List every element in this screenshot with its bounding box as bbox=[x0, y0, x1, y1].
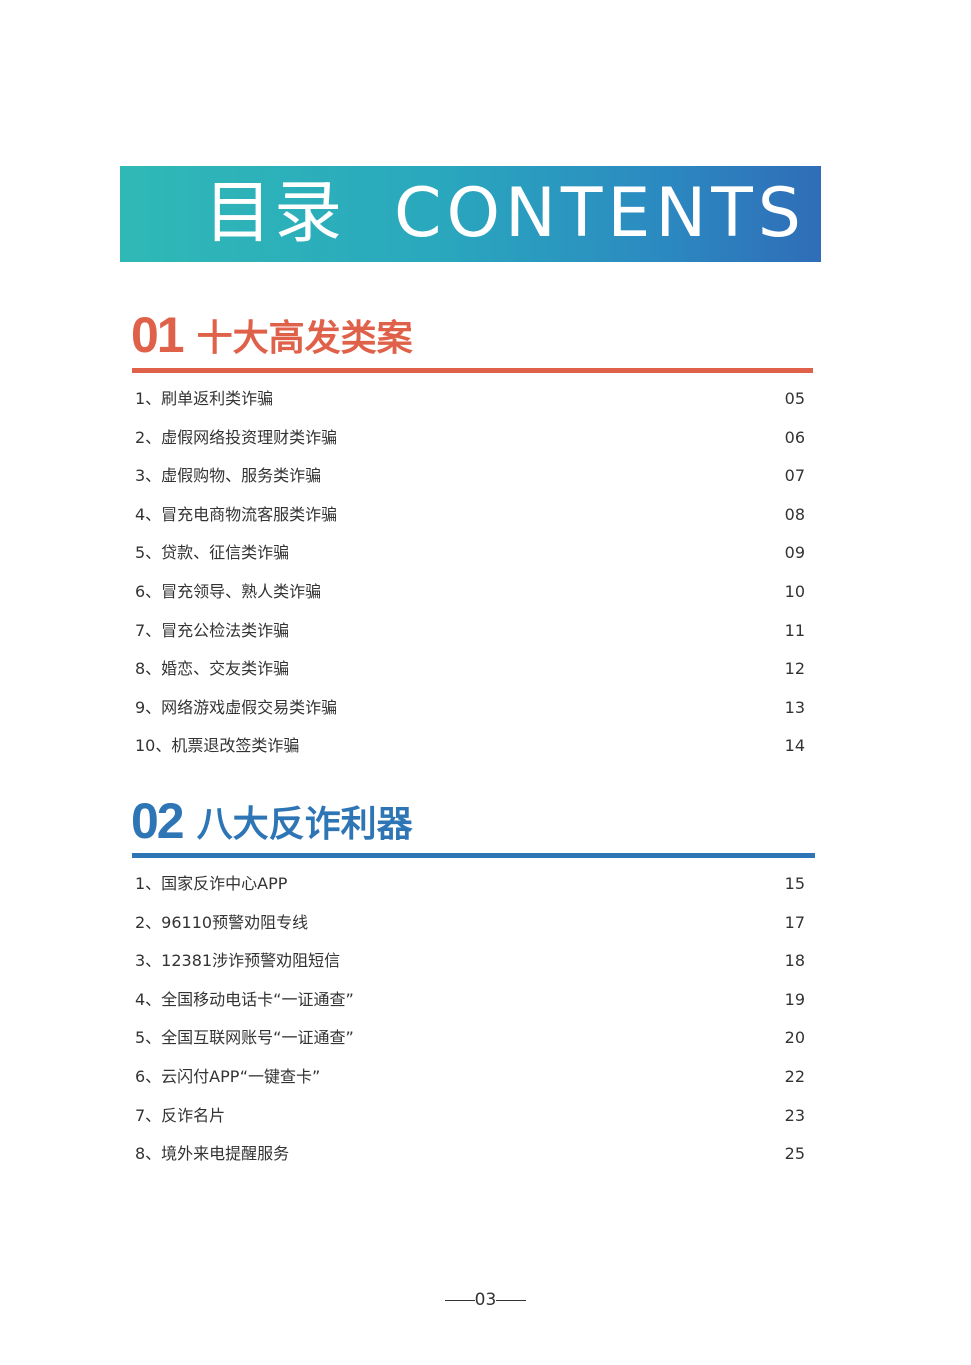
toc-entry-page: 25 bbox=[784, 1144, 805, 1164]
toc-entry[interactable]: 3、12381涉诈预警劝阻短信 18 bbox=[135, 949, 805, 973]
section-heading-01: 01 十大高发类案 bbox=[131, 306, 413, 364]
toc-entry[interactable]: 2、96110预警劝阻专线 17 bbox=[135, 911, 805, 935]
toc-entry-label: 4、冒充电商物流客服类诈骗 bbox=[135, 504, 338, 524]
section-number: 02 bbox=[131, 793, 185, 849]
toc-entry-page: 10 bbox=[784, 582, 805, 601]
toc-entry-page: 18 bbox=[784, 951, 805, 971]
toc-entry-label: 2、96110预警劝阻专线 bbox=[135, 912, 309, 932]
toc-entry-label: 1、国家反诈中心APP bbox=[135, 874, 288, 893]
toc-entry-label: 4、全国移动电话卡“一证通查” bbox=[135, 989, 354, 1009]
toc-entry[interactable]: 6、冒充领导、熟人类诈骗 10 bbox=[135, 580, 805, 604]
toc-entry-page: 12 bbox=[784, 659, 805, 679]
banner-title: 目录 CONTENTS bbox=[204, 172, 806, 256]
toc-entry[interactable]: 7、反诈名片 23 bbox=[135, 1104, 805, 1128]
toc-entry-page: 23 bbox=[784, 1105, 805, 1125]
toc-entry[interactable]: 6、云闪付APP“一键查卡” 22 bbox=[135, 1065, 805, 1089]
section-title: 十大高发类案 bbox=[196, 317, 413, 359]
toc-entry-label: 3、12381涉诈预警劝阻短信 bbox=[135, 951, 341, 971]
toc-entry[interactable]: 8、婚恋、交友类诈骗 12 bbox=[135, 657, 805, 681]
toc-entry-label: 7、反诈名片 bbox=[135, 1105, 226, 1125]
toc-entry-page: 13 bbox=[784, 697, 805, 717]
toc-entry-page: 20 bbox=[784, 1028, 805, 1048]
toc-entry-label: 6、冒充领导、熟人类诈骗 bbox=[135, 582, 322, 601]
toc-entry-label: 2、虚假网络投资理财类诈骗 bbox=[135, 427, 338, 447]
page-footer: 03 bbox=[0, 1290, 971, 1310]
toc-entry[interactable]: 4、冒充电商物流客服类诈骗 08 bbox=[135, 503, 805, 527]
section-number: 01 bbox=[131, 307, 185, 363]
toc-entry[interactable]: 2、虚假网络投资理财类诈骗 06 bbox=[135, 426, 805, 450]
toc-entry-page: 06 bbox=[784, 427, 805, 447]
toc-entry-label: 7、冒充公检法类诈骗 bbox=[135, 620, 290, 640]
title-en: CONTENTS bbox=[394, 174, 806, 253]
toc-entry-label: 5、贷款、征信类诈骗 bbox=[135, 543, 290, 563]
toc-entry-label: 9、网络游戏虚假交易类诈骗 bbox=[135, 697, 338, 717]
contents-banner: 目录 CONTENTS bbox=[120, 166, 821, 262]
toc-entry[interactable]: 8、境外来电提醒服务 25 bbox=[135, 1142, 805, 1166]
toc-entry-label: 6、云闪付APP“一键查卡” bbox=[135, 1067, 321, 1086]
toc-entry[interactable]: 7、冒充公检法类诈骗 11 bbox=[135, 619, 805, 643]
toc-entry[interactable]: 1、刷单返利类诈骗 05 bbox=[135, 387, 805, 411]
title-cn: 目录 bbox=[204, 174, 345, 253]
toc-entry-page: 09 bbox=[784, 543, 805, 563]
page-number: 03 bbox=[474, 1290, 497, 1310]
section-rule bbox=[132, 853, 815, 858]
toc-entry[interactable]: 3、虚假购物、服务类诈骗 07 bbox=[135, 464, 805, 488]
toc-entry[interactable]: 10、机票退改签类诈骗 14 bbox=[135, 734, 805, 758]
section-title: 八大反诈利器 bbox=[196, 803, 413, 845]
toc-entry-page: 17 bbox=[784, 912, 805, 932]
toc-entry-page: 15 bbox=[784, 874, 805, 893]
toc-entry[interactable]: 5、全国互联网账号“一证通查” 20 bbox=[135, 1026, 805, 1050]
toc-entry-page: 07 bbox=[784, 466, 805, 486]
toc-entry-page: 05 bbox=[784, 389, 805, 408]
toc-entry[interactable]: 4、全国移动电话卡“一证通查” 19 bbox=[135, 988, 805, 1012]
toc-entry-page: 14 bbox=[784, 736, 805, 756]
section-rule bbox=[132, 368, 813, 373]
toc-entry-page: 08 bbox=[784, 504, 805, 524]
toc-entry-page: 11 bbox=[784, 620, 805, 640]
toc-entry[interactable]: 1、国家反诈中心APP 15 bbox=[135, 872, 805, 896]
toc-entry-label: 1、刷单返利类诈骗 bbox=[135, 389, 274, 408]
toc-entry[interactable]: 9、网络游戏虚假交易类诈骗 13 bbox=[135, 696, 805, 720]
toc-entry-label: 8、境外来电提醒服务 bbox=[135, 1144, 290, 1164]
section-heading-02: 02 八大反诈利器 bbox=[131, 792, 413, 850]
toc-entry[interactable]: 5、贷款、征信类诈骗 09 bbox=[135, 541, 805, 565]
toc-entry-label: 3、虚假购物、服务类诈骗 bbox=[135, 466, 322, 486]
toc-entry-label: 5、全国互联网账号“一证通查” bbox=[135, 1028, 354, 1048]
toc-entry-page: 22 bbox=[784, 1067, 805, 1086]
toc-entry-label: 10、机票退改签类诈骗 bbox=[135, 736, 300, 756]
toc-entry-page: 19 bbox=[784, 989, 805, 1009]
toc-entry-label: 8、婚恋、交友类诈骗 bbox=[135, 659, 290, 679]
